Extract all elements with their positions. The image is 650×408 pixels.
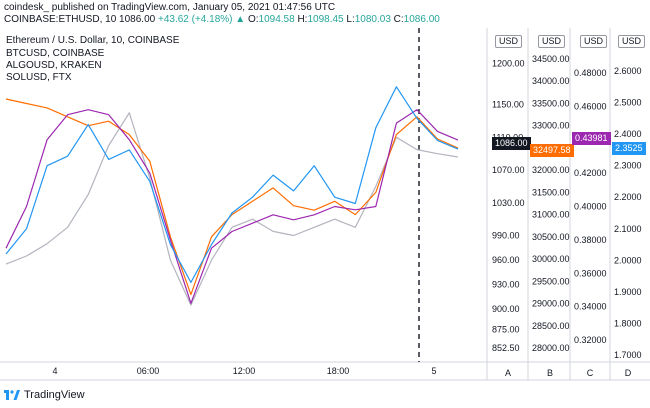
axis-b-tick-label: 28000.00: [532, 343, 570, 353]
last-price: 1086.00: [119, 14, 156, 25]
eth-price-tag: 1086.00: [492, 137, 531, 150]
footer-brand[interactable]: TradingView: [4, 389, 85, 401]
high-value: 1098.45: [307, 14, 344, 25]
open-label: O:: [247, 14, 259, 25]
axis-d-tick-label: 2.6000: [614, 66, 642, 76]
x-tick-label: 18:00: [327, 366, 350, 376]
axis-b-tick-label: 28500.00: [532, 321, 570, 331]
axis-b-tick-label: 33000.00: [532, 121, 570, 131]
axis-a-tick-label: 1070.00: [492, 165, 525, 175]
sol-series-line: [5, 86, 459, 283]
axis-a-tick-label: 1200.00: [492, 59, 525, 69]
axis-d-tick-label: 1.8000: [614, 318, 642, 328]
column-label-a[interactable]: A: [504, 368, 511, 378]
axis-d-tick-label: 2.5000: [614, 98, 642, 108]
btc-price-tag: 32497.58: [530, 144, 574, 157]
symbol-text: COINBASE:ETHUSD, 10: [4, 14, 117, 25]
legend-btc[interactable]: BTCUSD, COINBASE: [6, 48, 105, 59]
axis-b-tick-label: 29000.00: [532, 299, 570, 309]
axis-b-unit-button[interactable]: USD: [538, 35, 566, 48]
up-arrow-icon: ▲: [235, 14, 246, 25]
algo-price-tag: 0.43981: [572, 132, 611, 145]
axis-d-tick-label: 2.0000: [614, 255, 642, 265]
axis-c-tick-label: 0.42000: [574, 168, 607, 178]
x-tick-label: 06:00: [137, 366, 160, 376]
x-tick-label: 4: [52, 366, 57, 376]
axis-d-tick-label: 2.3000: [614, 161, 642, 171]
axis-d-tick-label: 2.1000: [614, 224, 642, 234]
axis-a-tick-label: 1150.00: [492, 100, 524, 110]
axis-c-tick-label: 0.36000: [574, 268, 607, 278]
column-label-b[interactable]: B: [546, 368, 553, 378]
x-tick-label: 12:00: [233, 366, 256, 376]
legend-algo[interactable]: ALGOUSD, KRAKEN: [6, 60, 102, 71]
axis-d-unit-button[interactable]: USD: [618, 35, 646, 48]
algo-series-line: [5, 109, 459, 304]
sol-price-tag: 2.3525: [612, 142, 646, 155]
column-label-d[interactable]: D: [624, 368, 632, 378]
legend-sol[interactable]: SOLUSD, FTX: [6, 72, 72, 83]
axis-a-tick-label: 875.00: [492, 325, 520, 335]
legend-main[interactable]: Ethereum / U.S. Dollar, 10, COINBASE: [6, 35, 180, 46]
open-value: 1094.58: [258, 14, 295, 25]
axis-b-tick-label: 33500.00: [532, 98, 570, 108]
change-text: +43.62 (+4.18%): [157, 14, 233, 25]
axis-a-tick-label: 852.50: [492, 343, 520, 353]
axis-c-tick-label: 0.38000: [574, 235, 607, 245]
column-label-c[interactable]: C: [586, 368, 594, 378]
axis-c-tick-label: 0.48000: [574, 68, 607, 78]
tradingview-logo-icon: [4, 390, 20, 400]
axis-c-tick-label: 0.46000: [574, 101, 607, 111]
close-label: C:: [393, 14, 404, 25]
close-value: 1086.00: [403, 14, 440, 25]
axis-a-unit-button[interactable]: USD: [495, 35, 523, 48]
axis-b-tick-label: 31000.00: [532, 210, 570, 220]
axis-b-tick-label: 32000.00: [532, 165, 570, 175]
axis-b-tick-label: 30000.00: [532, 254, 570, 264]
low-value: 1080.03: [354, 14, 391, 25]
axis-c-unit-button[interactable]: USD: [580, 35, 608, 48]
axis-a-tick-label: 1030.00: [492, 198, 525, 208]
axis-c-tick-label: 0.32000: [574, 335, 607, 345]
eth-series-line: [5, 112, 459, 306]
axis-b-tick-label: 34500.00: [532, 54, 570, 64]
axis-d-tick-label: 1.9000: [614, 287, 642, 297]
axis-d-tick-label: 2.4000: [614, 129, 642, 139]
axis-c-tick-label: 0.40000: [574, 202, 607, 212]
axis-d-tick-label: 1.7000: [614, 350, 642, 360]
header-line-1: coindesk_ published on TradingView.com, …: [4, 2, 335, 13]
high-label: H:: [297, 14, 308, 25]
axis-b-tick-label: 29500.00: [532, 276, 570, 286]
axis-b-tick-label: 31500.00: [532, 187, 570, 197]
axis-d-tick-label: 2.2000: [614, 192, 642, 202]
header-line-2: COINBASE:ETHUSD, 10 1086.00 +43.62 (+4.1…: [4, 14, 440, 25]
axis-a-tick-label: 990.00: [492, 231, 520, 241]
x-tick-label: 5: [431, 366, 436, 376]
publisher-text: coindesk_ published on TradingView.com, …: [4, 2, 336, 13]
footer-brand-text: TradingView: [24, 389, 85, 401]
axis-a-tick-label: 960.00: [492, 255, 520, 265]
axis-a-tick-label: 900.00: [492, 304, 520, 314]
btc-series-line: [5, 98, 459, 296]
axis-b-tick-label: 34000.00: [532, 76, 570, 86]
axis-c-tick-label: 0.34000: [574, 302, 607, 312]
axis-b-tick-label: 30500.00: [532, 232, 570, 242]
low-label: L:: [346, 14, 355, 25]
axis-a-tick-label: 930.00: [492, 280, 520, 290]
